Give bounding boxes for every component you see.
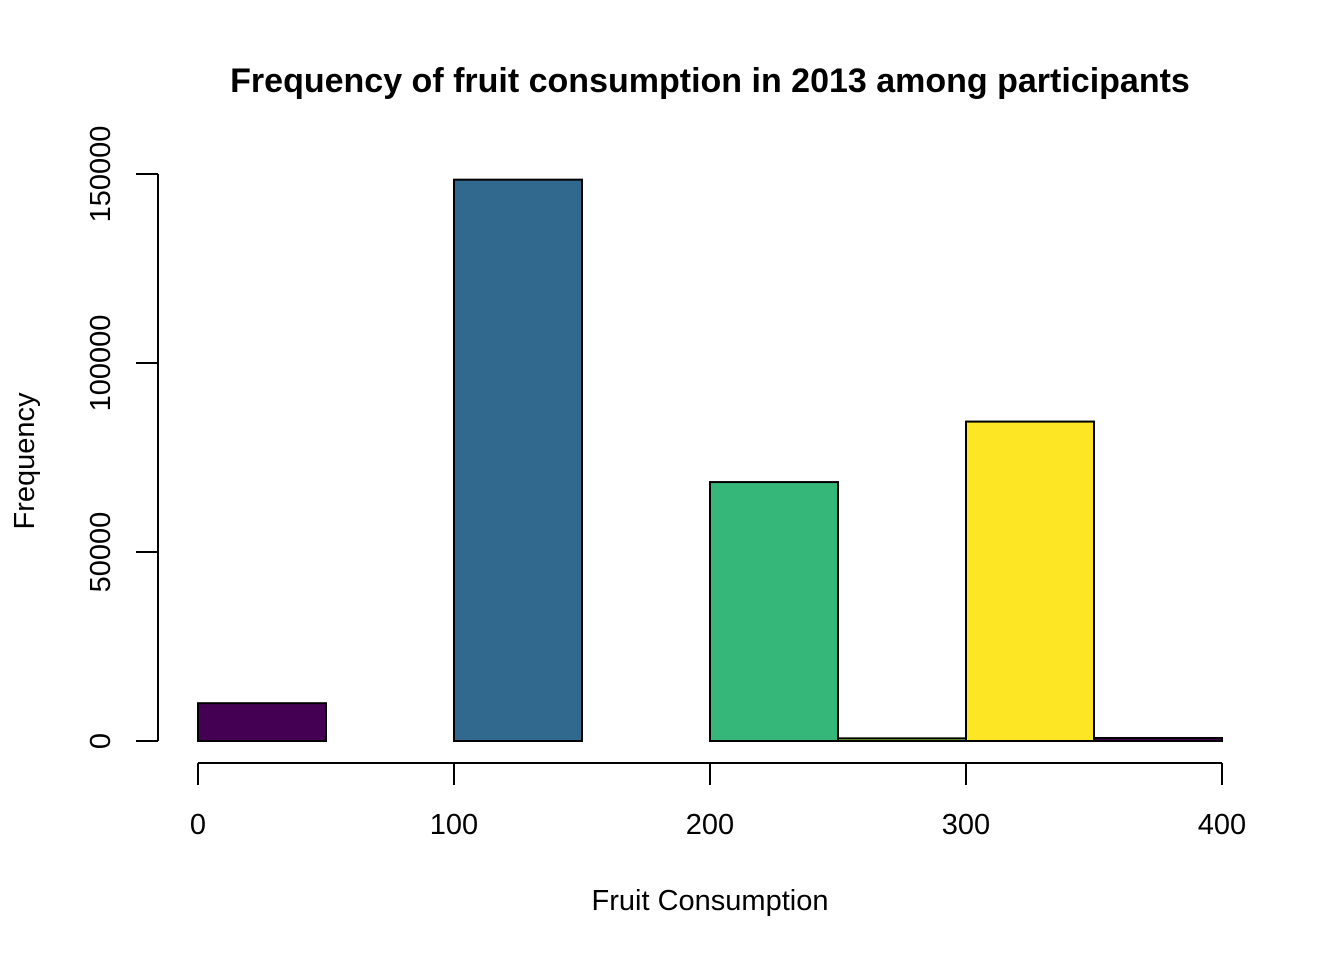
x-tick-label: 200	[686, 809, 734, 841]
x-axis-label: Fruit Consumption	[592, 885, 829, 917]
bars-group	[197, 178, 1223, 743]
x-tick-label: 300	[942, 809, 990, 841]
y-tick-label: 50000	[85, 512, 117, 593]
x-tick-label: 0	[190, 809, 206, 841]
x-tick-label: 400	[1198, 809, 1246, 841]
histogram-bar	[1093, 736, 1223, 743]
y-tick-label: 100000	[85, 315, 117, 412]
histogram-bar	[453, 178, 583, 743]
x-axis: 0 100 200 300 400	[190, 762, 1246, 841]
y-tick-label: 0	[85, 733, 117, 749]
y-axis-label: Frequency	[9, 392, 41, 530]
histogram-bar	[197, 702, 327, 743]
histogram-bar	[709, 481, 839, 742]
y-tick-label: 150000	[85, 126, 117, 223]
histogram-bar	[837, 737, 967, 743]
x-tick-label: 100	[430, 809, 478, 841]
y-axis: 0 50000 100000 150000	[85, 126, 159, 749]
chart-title: Frequency of fruit consumption in 2013 a…	[230, 62, 1190, 100]
histogram-bar	[965, 420, 1095, 742]
